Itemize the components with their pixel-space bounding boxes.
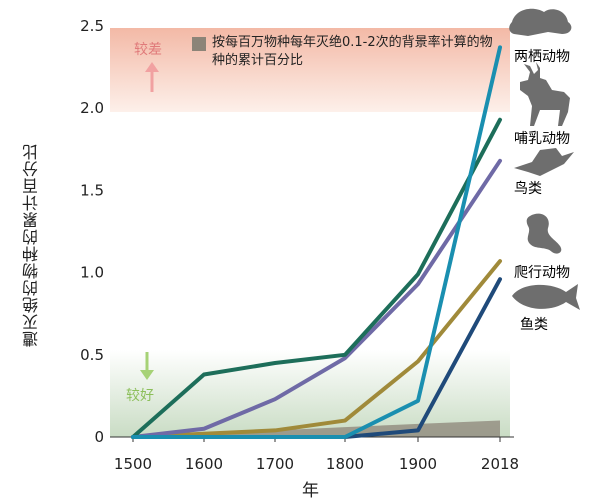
bird-icon [514,148,574,176]
y-axis-label: 遭灭绝的物种的累计百分比 [22,143,41,347]
series-label-amphibians: 两栖动物 [514,49,570,65]
x-tick-label: 1700 [256,455,294,473]
x-tick-label: 1900 [399,455,437,473]
x-tick-label: 1600 [185,455,223,473]
worse-zone-band [110,28,510,112]
better-arrow-head [140,370,154,380]
lizard-icon [526,213,562,254]
better-zone-label: 较好 [126,388,154,404]
x-axis-label: 年 [302,481,319,501]
y-tick-label: 1.5 [80,181,104,199]
series-label-fish: 鱼类 [520,317,548,333]
x-tick-label: 1500 [114,455,152,473]
series-label-reptiles: 爬行动物 [514,265,570,281]
frog-icon [509,8,572,37]
y-tick-label: 1.0 [80,264,104,282]
series-line-amphibians [131,45,502,439]
y-tick-label: 2.5 [80,17,104,35]
y-tick-label: 0.5 [80,346,104,364]
y-tick-label: 0 [94,428,104,446]
legend-swatch [192,37,206,51]
series-label-mammals: 哺乳动物 [514,131,570,147]
worse-arrow-head [145,62,159,72]
series-label-birds: 鸟类 [514,181,542,197]
y-tick-label: 2.0 [80,99,104,117]
better-zone-band [110,350,510,437]
deer-icon [520,62,570,126]
legend-text: 按每百万物种每年灭绝0.1-2次的背景率计算的物种的累计百分比 [212,35,493,68]
fish-icon [512,284,580,310]
series-line-birds [131,158,502,439]
x-tick-label: 1800 [326,455,364,473]
x-tick-label: 2018 [481,455,519,473]
series-line-mammals [131,117,502,439]
worse-zone-label: 较差 [134,42,162,58]
